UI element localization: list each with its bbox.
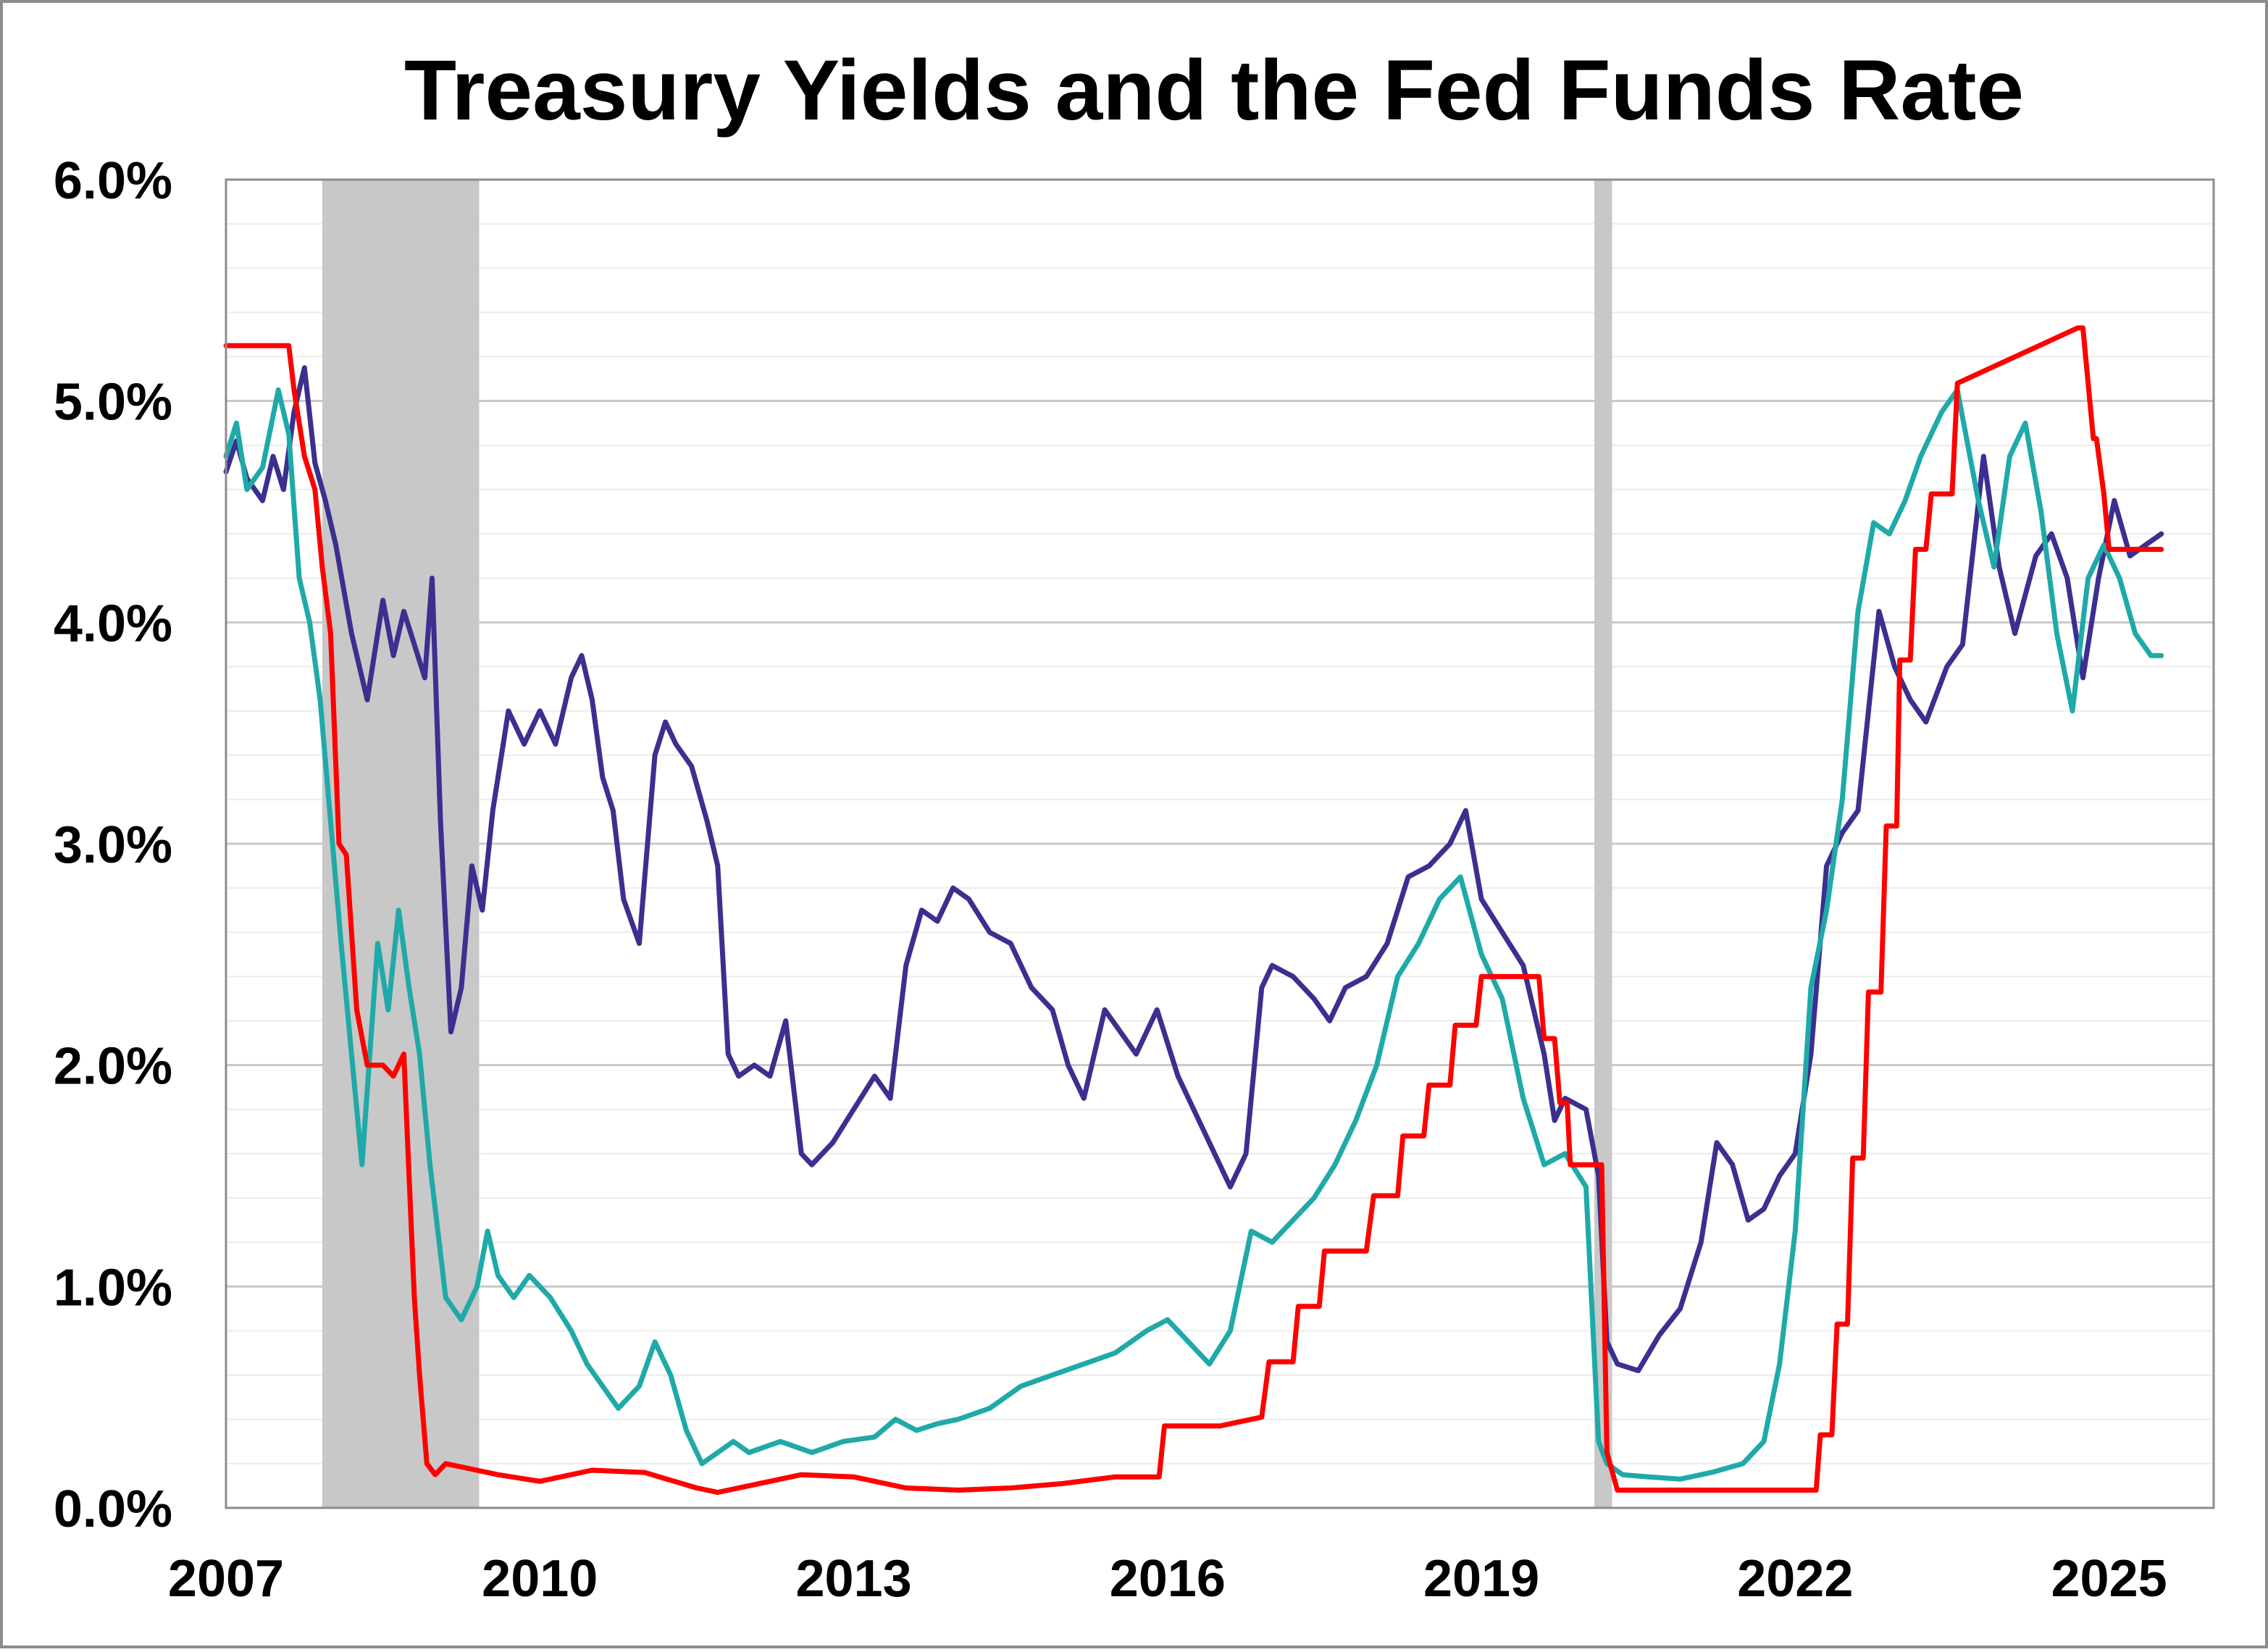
x-tick-labels: 2007 2010 2013 2016 2019 2022 2025 xyxy=(168,1550,2167,1608)
x-tick-label: 2019 xyxy=(1423,1550,1539,1608)
y-tick-label: 1.0% xyxy=(54,1259,172,1317)
series-line-1 xyxy=(223,365,2164,1373)
chart-title: Treasury Yields and the Fed Funds Rate xyxy=(404,43,2024,138)
y-tick-label: 5.0% xyxy=(54,374,172,432)
x-tick-label: 2016 xyxy=(1110,1550,1226,1608)
plot-area-border xyxy=(225,178,2215,1509)
grid-lines xyxy=(226,223,2214,1464)
y-tick-label: 6.0% xyxy=(54,152,172,210)
recession-band xyxy=(322,180,480,1508)
recession-bands xyxy=(322,180,1612,1508)
series-lines xyxy=(223,325,2164,1496)
series-line-3 xyxy=(223,325,2164,1496)
x-tick-label: 2025 xyxy=(2051,1550,2167,1608)
y-tick-labels: 0.0% 1.0% 2.0% 3.0% 4.0% 5.0% 6.0% xyxy=(54,152,172,1538)
x-tick-label: 2022 xyxy=(1737,1550,1853,1608)
y-tick-label: 0.0% xyxy=(54,1480,172,1538)
y-tick-label: 4.0% xyxy=(54,595,172,653)
x-tick-label: 2013 xyxy=(795,1550,911,1608)
x-tick-label: 2010 xyxy=(482,1550,598,1608)
y-tick-label: 2.0% xyxy=(54,1038,172,1096)
x-tick-label: 2007 xyxy=(168,1550,284,1608)
y-tick-label: 3.0% xyxy=(54,816,172,874)
plot-frame xyxy=(225,178,2215,1509)
series-line-2 xyxy=(223,387,2164,1482)
